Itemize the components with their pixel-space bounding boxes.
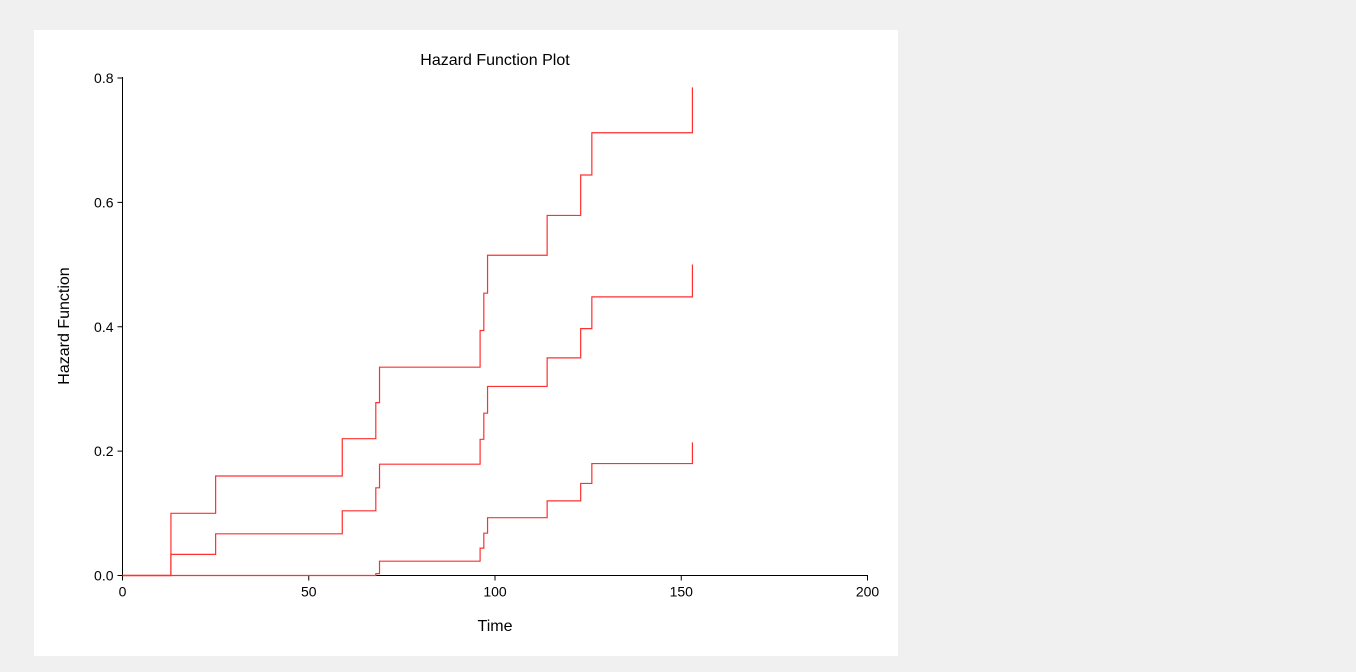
y-tick-label: 0.2 — [94, 443, 114, 459]
y-tick-label: 0.8 — [94, 70, 114, 86]
x-tick-label: 100 — [483, 584, 507, 600]
x-axis-title: Time — [478, 618, 513, 635]
chart-panel — [34, 30, 898, 656]
y-ticks: 0.0 0.2 0.4 0.6 0.8 — [94, 70, 123, 584]
x-ticks: 0 50 100 150 200 — [119, 575, 880, 600]
x-tick-label: 200 — [856, 584, 880, 600]
y-tick-label: 0.0 — [94, 568, 114, 584]
series-line-3 — [122, 442, 694, 577]
series-line-2 — [122, 264, 694, 577]
x-tick-label: 150 — [670, 584, 694, 600]
x-tick-label: 0 — [119, 584, 127, 600]
y-tick-label: 0.6 — [94, 194, 114, 210]
x-tick-label: 50 — [301, 584, 317, 600]
series-line-1 — [122, 87, 694, 577]
y-tick-label: 0.4 — [94, 319, 114, 335]
chart-title: Hazard Function Plot — [420, 52, 570, 69]
y-axis-title: Hazard Function — [56, 267, 73, 384]
series-layer — [122, 87, 694, 577]
